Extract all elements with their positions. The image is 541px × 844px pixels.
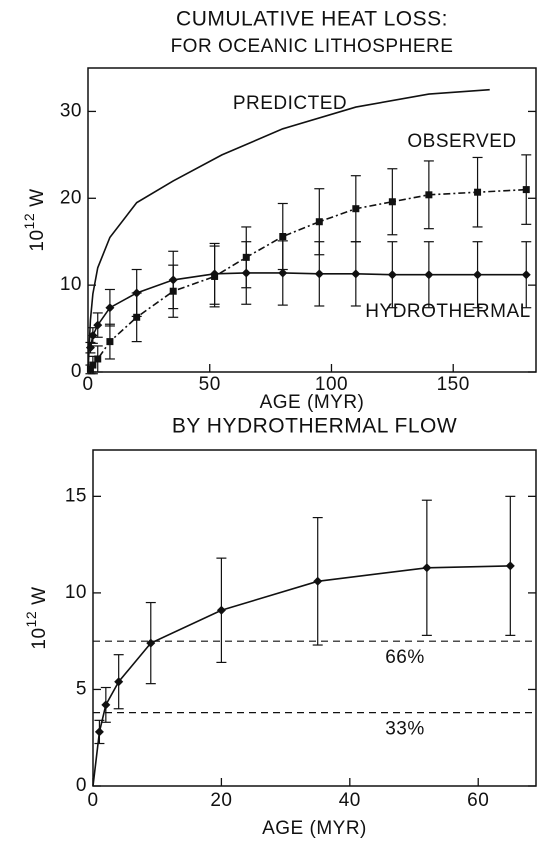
- series-line: [92, 565, 511, 787]
- series-label: PREDICTED: [233, 93, 347, 114]
- y-label-base: 10: [29, 627, 50, 649]
- y-tick-label: 10: [60, 274, 82, 295]
- marker: [278, 268, 288, 278]
- x-tick-label: 60: [467, 790, 489, 811]
- y-label-base: 10: [27, 229, 48, 251]
- x-axis-label: AGE (MYR): [260, 392, 365, 413]
- y-tick-label: 0: [76, 775, 87, 796]
- x-tick-label: 0: [82, 374, 93, 395]
- series-line: [89, 188, 527, 370]
- y-tick-label: 15: [65, 485, 87, 506]
- marker: [387, 270, 397, 280]
- marker: [522, 186, 530, 194]
- series-line: [87, 88, 490, 373]
- marker: [425, 191, 433, 199]
- marker: [106, 338, 114, 346]
- marker: [94, 727, 104, 737]
- marker: [89, 361, 97, 369]
- marker: [85, 343, 95, 353]
- marker: [210, 269, 220, 279]
- y-axis-label: 1012 W: [21, 188, 48, 251]
- x-tick-label: 0: [87, 790, 98, 811]
- y-tick-label: 30: [60, 100, 82, 121]
- marker: [241, 268, 251, 278]
- marker: [168, 275, 178, 285]
- y-label-exponent: 12: [21, 213, 37, 230]
- marker: [101, 700, 111, 710]
- marker: [216, 605, 226, 615]
- plot-frame: [92, 449, 537, 787]
- y-tick-label: 5: [76, 678, 87, 699]
- marker: [146, 638, 156, 648]
- x-axis-label: AGE (MYR): [262, 818, 367, 839]
- marker: [313, 576, 323, 586]
- x-tick-label: 50: [199, 374, 221, 395]
- marker: [424, 270, 434, 280]
- x-tick-label: 40: [339, 790, 361, 811]
- marker: [86, 365, 94, 373]
- chart-subtitle: FOR OCEANIC LITHOSPHERE: [171, 36, 454, 57]
- x-tick-label: 20: [210, 790, 232, 811]
- marker: [94, 355, 102, 363]
- y-tick-label: 0: [71, 361, 82, 382]
- x-tick-label: 100: [315, 374, 348, 395]
- y-tick-label: 20: [60, 187, 82, 208]
- marker: [505, 561, 515, 571]
- y-label-unit: W: [29, 586, 50, 604]
- y-label-unit: W: [27, 188, 48, 206]
- marker: [388, 198, 396, 206]
- reference-label: 66%: [385, 647, 425, 668]
- marker: [279, 233, 287, 241]
- series-label: OBSERVED: [407, 131, 516, 152]
- marker: [93, 320, 103, 330]
- series-label: HYDROTHERMAL: [365, 301, 530, 322]
- marker: [105, 303, 115, 313]
- marker: [132, 288, 142, 298]
- reference-label: 33%: [385, 719, 425, 740]
- marker: [351, 269, 361, 279]
- marker: [473, 270, 483, 280]
- plot-frame: [87, 67, 537, 373]
- marker: [422, 563, 432, 573]
- marker: [133, 313, 141, 321]
- marker: [114, 677, 124, 687]
- marker: [474, 188, 482, 196]
- y-axis-label: 1012 W: [23, 586, 50, 649]
- x-tick-label: 150: [437, 374, 470, 395]
- marker: [315, 218, 323, 226]
- y-tick-label: 10: [65, 582, 87, 603]
- marker: [352, 205, 360, 213]
- y-label-exponent: 12: [23, 611, 39, 628]
- marker: [314, 269, 324, 279]
- chart-title: CUMULATIVE HEAT LOSS:: [176, 8, 448, 31]
- chart-title: BY HYDROTHERMAL FLOW: [172, 415, 457, 438]
- marker: [521, 270, 531, 280]
